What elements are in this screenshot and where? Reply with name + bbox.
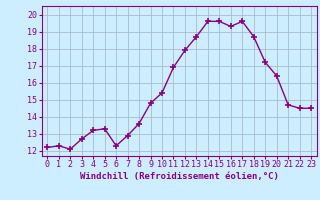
X-axis label: Windchill (Refroidissement éolien,°C): Windchill (Refroidissement éolien,°C) [80,172,279,181]
